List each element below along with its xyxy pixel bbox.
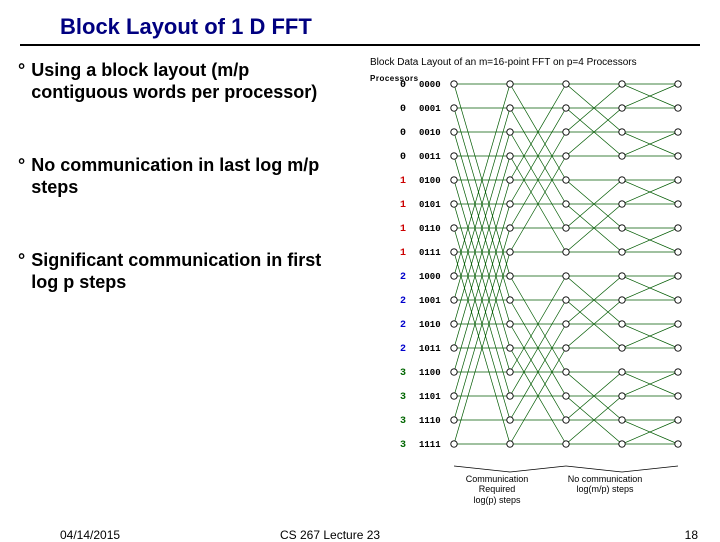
bullet-text: Using a block layout (m/p contiguous wor… bbox=[31, 60, 338, 103]
svg-text:0: 0 bbox=[400, 152, 406, 163]
svg-text:1010: 1010 bbox=[419, 320, 441, 330]
svg-text:1: 1 bbox=[400, 200, 406, 211]
svg-text:1011: 1011 bbox=[419, 344, 441, 354]
svg-text:2: 2 bbox=[400, 272, 406, 283]
bullet-item: ° Using a block layout (m/p contiguous w… bbox=[18, 60, 338, 103]
slide-title: Block Layout of 1 D FFT bbox=[60, 14, 312, 40]
svg-text:0111: 0111 bbox=[419, 248, 441, 258]
svg-text:1000: 1000 bbox=[419, 272, 441, 282]
annotation-right: No communicationlog(m/p) steps bbox=[555, 474, 655, 495]
svg-text:0100: 0100 bbox=[419, 176, 441, 186]
svg-text:3: 3 bbox=[400, 368, 406, 379]
svg-text:1110: 1110 bbox=[419, 416, 441, 426]
svg-text:3: 3 bbox=[400, 416, 406, 427]
bullet-marker: ° bbox=[18, 250, 25, 293]
annotation-left: CommunicationRequiredlog(p) steps bbox=[452, 474, 542, 505]
bullet-marker: ° bbox=[18, 155, 25, 198]
bullet-list: ° Using a block layout (m/p contiguous w… bbox=[18, 60, 338, 346]
bullet-item: ° Significant communication in first log… bbox=[18, 250, 338, 293]
title-rule bbox=[20, 44, 700, 46]
svg-text:0: 0 bbox=[400, 104, 406, 115]
bullet-marker: ° bbox=[18, 60, 25, 103]
svg-text:2: 2 bbox=[400, 320, 406, 331]
svg-text:0011: 0011 bbox=[419, 152, 441, 162]
svg-text:0110: 0110 bbox=[419, 224, 441, 234]
diagram-title: Block Data Layout of an m=16-point FFT o… bbox=[370, 57, 637, 68]
bullet-text: No communication in last log m/p steps bbox=[31, 155, 338, 198]
svg-text:1: 1 bbox=[400, 224, 406, 235]
svg-text:0000: 0000 bbox=[419, 80, 441, 90]
svg-text:0: 0 bbox=[400, 128, 406, 139]
svg-text:0001: 0001 bbox=[419, 104, 441, 114]
svg-text:2: 2 bbox=[400, 344, 406, 355]
svg-text:0: 0 bbox=[400, 80, 406, 91]
svg-text:1: 1 bbox=[400, 248, 406, 259]
bullet-text: Significant communication in first log p… bbox=[31, 250, 338, 293]
butterfly-diagram: 0000000001000100001110100101011011010111… bbox=[398, 70, 690, 482]
svg-text:2: 2 bbox=[400, 296, 406, 307]
svg-text:0101: 0101 bbox=[419, 200, 441, 210]
svg-text:1001: 1001 bbox=[419, 296, 441, 306]
svg-text:3: 3 bbox=[400, 392, 406, 403]
svg-text:1: 1 bbox=[400, 176, 406, 187]
svg-text:0010: 0010 bbox=[419, 128, 441, 138]
bullet-item: ° No communication in last log m/p steps bbox=[18, 155, 338, 198]
svg-text:3: 3 bbox=[400, 440, 406, 451]
svg-text:1100: 1100 bbox=[419, 368, 441, 378]
svg-text:1101: 1101 bbox=[419, 392, 441, 402]
svg-text:1111: 1111 bbox=[419, 440, 441, 450]
